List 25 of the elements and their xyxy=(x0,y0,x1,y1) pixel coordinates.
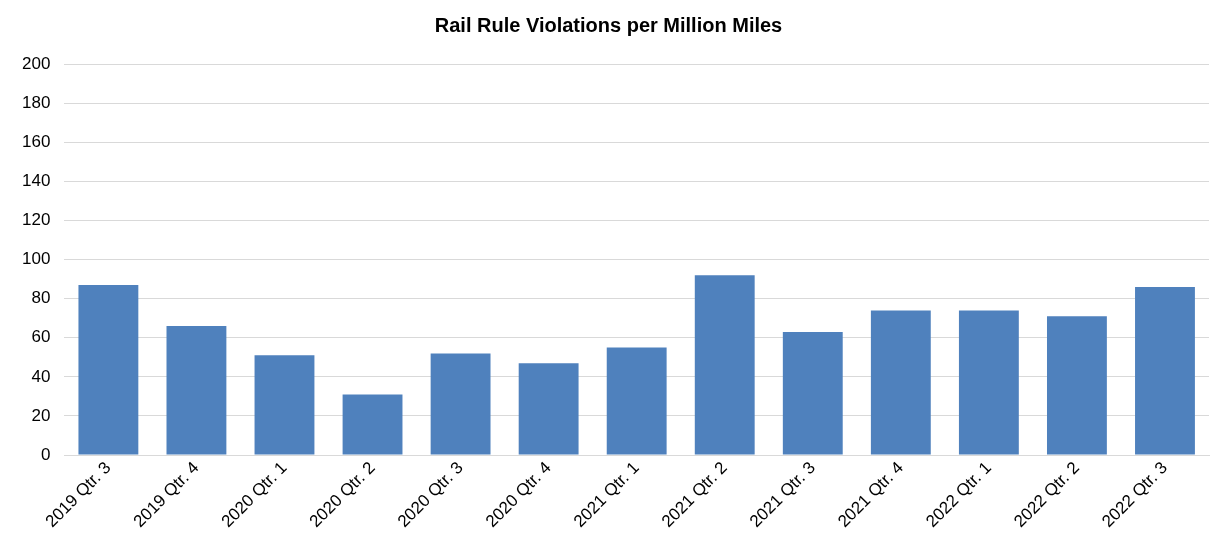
bar xyxy=(518,363,579,455)
bar xyxy=(342,394,403,455)
y-tick-label: 200 xyxy=(21,53,51,73)
y-tick-label: 60 xyxy=(31,327,51,347)
y-tick-label: 100 xyxy=(21,249,51,269)
bar xyxy=(782,331,843,455)
y-tick-label: 0 xyxy=(40,444,51,464)
bar xyxy=(430,353,491,455)
bar xyxy=(870,310,931,455)
y-tick-label: 20 xyxy=(31,405,51,425)
bar xyxy=(958,310,1019,455)
bar xyxy=(1046,316,1107,455)
y-tick-label: 40 xyxy=(31,366,51,386)
y-tick-label: 180 xyxy=(21,92,51,112)
chart-title: Rail Rule Violations per Million Miles xyxy=(434,13,783,36)
bar xyxy=(694,275,755,455)
y-tick-label: 80 xyxy=(31,288,51,308)
y-tick-label: 160 xyxy=(21,131,51,151)
bar xyxy=(166,326,227,455)
y-tick-label: 140 xyxy=(21,171,51,191)
bar xyxy=(78,284,139,455)
y-tick-label: 120 xyxy=(21,210,51,230)
bar xyxy=(254,355,315,455)
bar xyxy=(1135,286,1195,455)
bar xyxy=(606,347,667,455)
